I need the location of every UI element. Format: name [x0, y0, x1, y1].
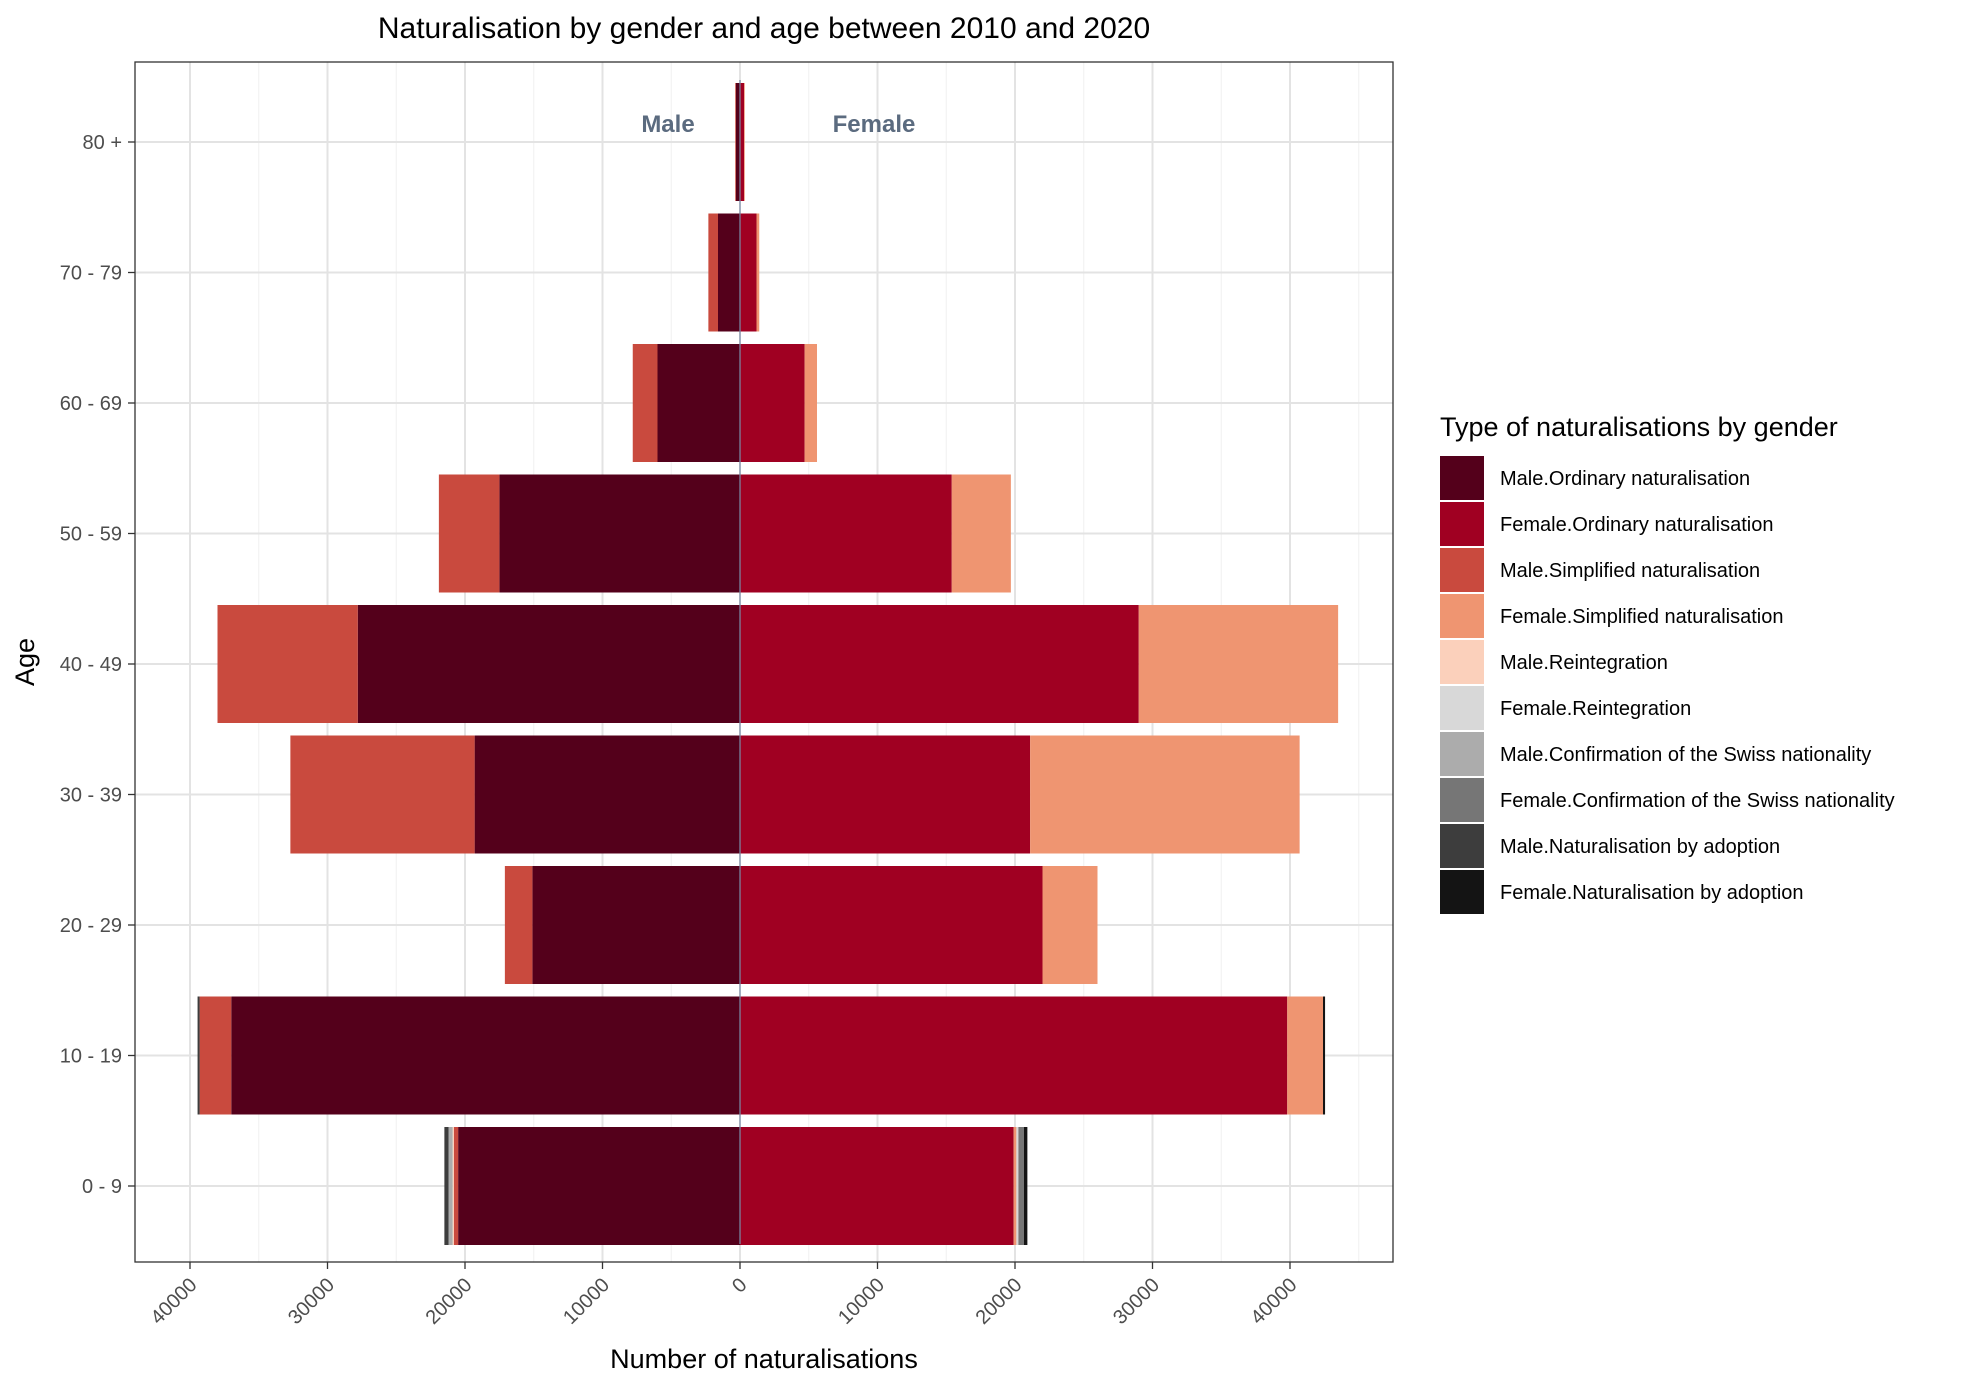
legend-label: Male.Ordinary naturalisation — [1500, 468, 1750, 490]
bar-0-9-female-naturalisation-by-adoption — [1023, 1127, 1028, 1245]
bar-40-49-male-simplified-naturalisation — [217, 605, 358, 723]
bar-60-69-female-ordinary-naturalisation — [740, 344, 805, 462]
x-tick-label: 10000 — [559, 1274, 614, 1329]
bar-0-9-female-confirmation-of-the-swiss-nationality — [1018, 1127, 1024, 1245]
bar-10-19-male-simplified-naturalisation — [199, 996, 232, 1115]
legend-key-female-ordinary-naturalisation — [1440, 502, 1484, 546]
legend-label: Male.Confirmation of the Swiss nationali… — [1500, 744, 1871, 766]
legend-label: Male.Simplified naturalisation — [1500, 560, 1760, 582]
legend-key-male-reintegration — [1440, 640, 1484, 684]
bar-20-29-male-simplified-naturalisation — [504, 866, 533, 984]
bar-10-19-male-ordinary-naturalisation — [231, 996, 740, 1115]
bar-0-9-female-simplified-naturalisation — [1013, 1127, 1017, 1245]
y-tick-label: 20 - 29 — [60, 915, 122, 937]
bar-80-female-simplified-naturalisation — [744, 83, 745, 201]
x-axis: 40000 30000 20000 10000 0 10000 20000 30000 4000… — [147, 1262, 1302, 1329]
x-axis-label: Number of naturalisations — [610, 1344, 918, 1374]
bar-40-49-female-simplified-naturalisation — [1138, 605, 1339, 723]
y-axis: 0 - 9 10 - 19 20 - 29 30 - 39 40 - 49 50 - 59… — [60, 132, 135, 1198]
y-tick-label: 60 - 69 — [60, 393, 122, 415]
bar-80-female-ordinary-naturalisation — [740, 83, 745, 201]
bar-10-19-male-naturalisation-by-adoption — [197, 996, 200, 1115]
bar-60-69-male-simplified-naturalisation — [632, 344, 658, 462]
bar-70-79-male-ordinary-naturalisation — [718, 213, 740, 332]
y-axis-label: Age — [10, 638, 40, 686]
bar-20-29-female-ordinary-naturalisation — [740, 866, 1043, 984]
bar-60-69-male-ordinary-naturalisation — [657, 344, 740, 462]
legend-label: Female.Ordinary naturalisation — [1500, 514, 1773, 536]
bar-0-9-male-ordinary-naturalisation — [458, 1127, 740, 1245]
y-tick-label: 70 - 79 — [60, 263, 122, 285]
y-tick-label: 80 + — [83, 132, 122, 154]
bar-50-59-male-simplified-naturalisation — [438, 474, 500, 593]
legend-title: Type of naturalisations by gender — [1440, 412, 1838, 442]
bar-30-39-male-ordinary-naturalisation — [474, 735, 740, 854]
bar-30-39-female-ordinary-naturalisation — [740, 735, 1031, 854]
legend-key-female-reintegration — [1440, 686, 1484, 730]
bar-80-male-simplified-naturalisation — [735, 83, 736, 201]
bar-0-9-female-ordinary-naturalisation — [740, 1127, 1014, 1245]
bar-60-69-female-simplified-naturalisation — [804, 344, 817, 462]
bar-20-29-male-ordinary-naturalisation — [532, 866, 740, 984]
y-tick-label: 10 - 19 — [60, 1046, 122, 1068]
x-tick-label: 30000 — [284, 1274, 339, 1329]
chart-title: Naturalisation by gender and age between… — [378, 12, 1150, 45]
legend-key-male-naturalisation-by-adoption — [1440, 824, 1484, 868]
bar-30-39-female-simplified-naturalisation — [1030, 735, 1300, 854]
bar-40-49-female-ordinary-naturalisation — [740, 605, 1139, 723]
legend-key-male-confirmation-of-the-swiss-nationality — [1440, 732, 1484, 776]
x-tick-label: 0 — [728, 1274, 751, 1297]
bar-0-9-male-simplified-naturalisation — [454, 1127, 459, 1245]
x-tick-label: 40000 — [1247, 1274, 1302, 1329]
bar-50-59-male-ordinary-naturalisation — [499, 474, 740, 593]
male-side-label: Male — [641, 111, 694, 138]
legend-label: Male.Naturalisation by adoption — [1500, 836, 1780, 858]
legend-key-female-simplified-naturalisation — [1440, 594, 1484, 638]
x-tick-label: 20000 — [972, 1274, 1027, 1329]
female-side-label: Female — [833, 111, 916, 138]
x-tick-label: 10000 — [834, 1274, 889, 1329]
bar-30-39-male-simplified-naturalisation — [290, 735, 475, 854]
plot-panel-border — [134, 61, 1394, 1263]
x-tick-label: 30000 — [1109, 1274, 1164, 1329]
legend-key-female-confirmation-of-the-swiss-nationality — [1440, 778, 1484, 822]
bar-0-9-female-reintegration — [1016, 1127, 1019, 1245]
legend-label: Male.Reintegration — [1500, 652, 1668, 674]
legend-key-male-simplified-naturalisation — [1440, 548, 1484, 592]
bars — [197, 80, 1339, 1245]
bar-40-49-male-ordinary-naturalisation — [357, 605, 740, 723]
legend: Male.Ordinary naturalisation Female.Ordin… — [1440, 456, 1895, 914]
x-tick-label: 40000 — [147, 1274, 202, 1329]
legend-key-male-ordinary-naturalisation — [1440, 456, 1484, 500]
bar-80-male-ordinary-naturalisation — [735, 83, 740, 201]
y-tick-label: 0 - 9 — [82, 1176, 122, 1198]
bar-50-59-female-simplified-naturalisation — [951, 474, 1011, 593]
bar-10-19-female-simplified-naturalisation — [1287, 996, 1323, 1115]
bar-0-9-male-reintegration — [452, 1127, 454, 1245]
bar-20-29-female-simplified-naturalisation — [1042, 866, 1098, 984]
bar-10-19-female-ordinary-naturalisation — [740, 996, 1288, 1115]
legend-label: Female.Confirmation of the Swiss nationa… — [1500, 790, 1895, 812]
bar-0-9-male-naturalisation-by-adoption — [444, 1127, 449, 1245]
bar-70-79-female-ordinary-naturalisation — [740, 213, 757, 332]
bar-70-79-female-simplified-naturalisation — [756, 213, 760, 332]
legend-label: Female.Simplified naturalisation — [1500, 606, 1783, 628]
bar-0-9-male-confirmation-of-the-swiss-nationality — [448, 1127, 453, 1245]
y-tick-label: 40 - 49 — [60, 654, 122, 676]
x-tick-label: 20000 — [422, 1274, 477, 1329]
bar-50-59-female-ordinary-naturalisation — [740, 474, 952, 593]
y-tick-label: 50 - 59 — [60, 524, 122, 546]
legend-label: Female.Naturalisation by adoption — [1500, 882, 1804, 904]
legend-key-female-naturalisation-by-adoption — [1440, 870, 1484, 914]
y-tick-label: 30 - 39 — [60, 785, 122, 807]
legend-label: Female.Reintegration — [1500, 698, 1691, 720]
bar-70-79-male-simplified-naturalisation — [708, 213, 718, 332]
bar-10-19-female-naturalisation-by-adoption — [1323, 996, 1326, 1115]
